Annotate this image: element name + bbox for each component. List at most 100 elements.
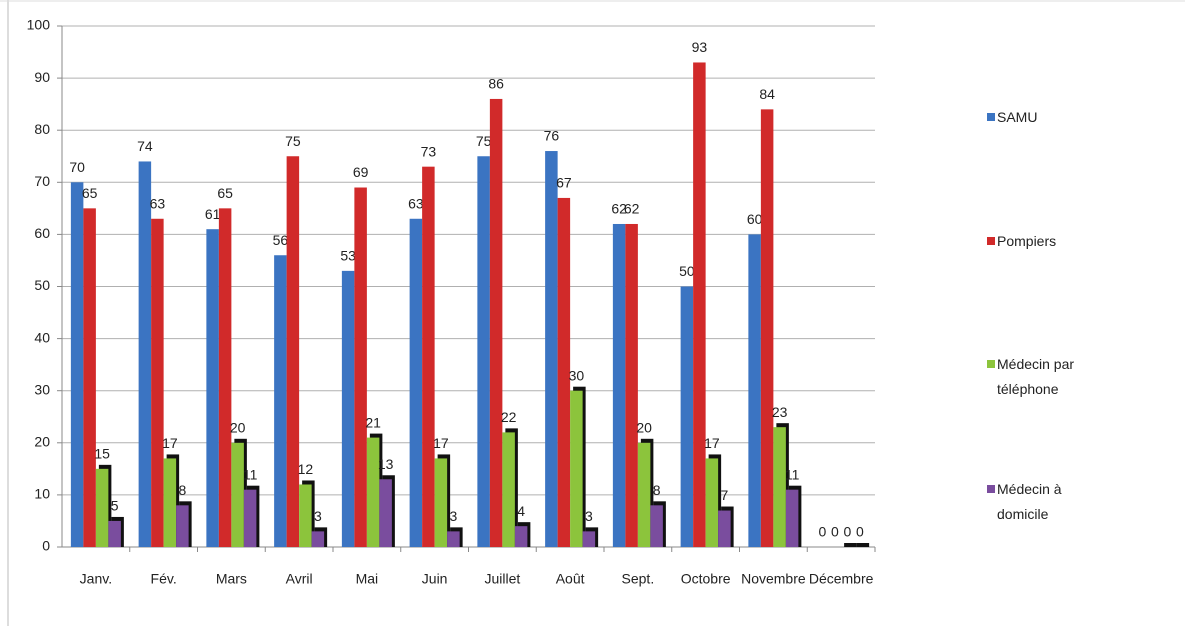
y-tick-label: 100 bbox=[27, 17, 51, 33]
data-label: 20 bbox=[636, 420, 652, 436]
y-tick-label: 40 bbox=[34, 329, 50, 345]
legend-label: Médecin par téléphone bbox=[997, 356, 1075, 397]
x-tick-label: Août bbox=[556, 571, 585, 587]
data-label: 0 bbox=[843, 524, 851, 540]
data-label: 8 bbox=[178, 482, 186, 498]
bar bbox=[625, 223, 638, 548]
y-tick-label: 30 bbox=[34, 381, 50, 397]
data-label: 5 bbox=[111, 498, 119, 514]
legend-label: Pompiers bbox=[997, 233, 1057, 249]
bar bbox=[650, 505, 663, 547]
bar bbox=[83, 208, 96, 547]
bar bbox=[582, 531, 596, 547]
x-tick-label: Juillet bbox=[484, 571, 520, 587]
y-tick-label: 70 bbox=[34, 173, 50, 189]
legend-entry: Pompiers bbox=[987, 229, 1107, 254]
x-tick-label: Avril bbox=[286, 571, 313, 587]
data-label: 21 bbox=[365, 414, 381, 430]
legend-entry: Médecin par téléphone bbox=[987, 352, 1107, 402]
data-label: 11 bbox=[243, 466, 258, 482]
bar bbox=[693, 62, 706, 547]
x-tick-label: Fév. bbox=[151, 571, 177, 587]
bar bbox=[231, 442, 244, 547]
bar bbox=[379, 479, 392, 547]
legend-swatch bbox=[987, 485, 995, 493]
bar bbox=[545, 151, 558, 548]
data-label: 30 bbox=[569, 367, 585, 383]
x-tick-label: Octobre bbox=[681, 571, 731, 587]
x-tick-label: Sept. bbox=[622, 571, 655, 587]
bar bbox=[354, 187, 367, 547]
bar bbox=[176, 505, 189, 547]
x-tick-label: Décembre bbox=[809, 571, 874, 587]
data-label: 86 bbox=[488, 76, 504, 92]
bar bbox=[163, 458, 177, 547]
data-label: 17 bbox=[162, 435, 178, 451]
x-tick-label: Mars bbox=[216, 571, 247, 587]
legend-entry: Médecin à domicile bbox=[987, 477, 1107, 527]
data-label: 20 bbox=[230, 420, 246, 436]
bar bbox=[612, 223, 626, 548]
data-label: 3 bbox=[449, 508, 457, 524]
data-label: 62 bbox=[611, 201, 627, 217]
data-label: 0 bbox=[856, 524, 864, 540]
data-label: 75 bbox=[285, 133, 301, 149]
data-label: 84 bbox=[759, 86, 775, 102]
bar bbox=[637, 442, 651, 547]
data-label: 63 bbox=[408, 195, 424, 211]
data-label: 22 bbox=[501, 409, 517, 425]
bar bbox=[70, 182, 84, 548]
bar bbox=[138, 161, 152, 547]
legend-swatch bbox=[987, 237, 995, 245]
data-label: 60 bbox=[747, 211, 763, 227]
bar bbox=[434, 458, 448, 547]
data-label: 4 bbox=[517, 503, 525, 519]
data-label: 70 bbox=[69, 159, 85, 175]
data-label: 56 bbox=[273, 232, 289, 248]
legend-entry: SAMU bbox=[987, 105, 1107, 130]
bar bbox=[108, 520, 121, 547]
data-label: 3 bbox=[314, 508, 322, 524]
data-label: 61 bbox=[205, 206, 221, 222]
data-label: 63 bbox=[150, 195, 166, 211]
y-tick-label: 60 bbox=[34, 225, 50, 241]
data-label: 65 bbox=[217, 185, 233, 201]
data-label: 62 bbox=[624, 201, 640, 217]
legend-label: Médecin à domicile bbox=[997, 481, 1062, 522]
y-tick-label: 20 bbox=[34, 434, 50, 450]
data-label: 69 bbox=[353, 164, 369, 180]
data-label: 3 bbox=[585, 508, 593, 524]
x-tick-label: Juin bbox=[422, 571, 448, 587]
x-tick-label: Novembre bbox=[741, 571, 806, 587]
bar bbox=[299, 484, 312, 547]
bar bbox=[274, 255, 287, 548]
data-label: 11 bbox=[785, 466, 800, 482]
data-label: 7 bbox=[720, 487, 728, 503]
bar bbox=[409, 218, 423, 547]
data-label: 23 bbox=[772, 404, 788, 420]
bar-shadow bbox=[856, 543, 870, 547]
bar bbox=[206, 229, 219, 547]
bar bbox=[514, 526, 528, 547]
bar bbox=[311, 531, 325, 547]
legend-swatch bbox=[987, 113, 995, 121]
data-label: 0 bbox=[831, 524, 839, 540]
data-label: 67 bbox=[556, 175, 572, 191]
data-label: 0 bbox=[818, 524, 826, 540]
data-label: 15 bbox=[94, 446, 110, 462]
y-tick-label: 80 bbox=[34, 121, 50, 137]
y-tick-label: 0 bbox=[42, 538, 50, 554]
legend-swatch bbox=[987, 360, 995, 368]
data-label: 13 bbox=[378, 456, 394, 472]
bar bbox=[243, 489, 257, 547]
bar bbox=[570, 390, 583, 547]
bar bbox=[286, 156, 300, 547]
data-label: 17 bbox=[433, 435, 449, 451]
bar bbox=[218, 208, 232, 547]
bar bbox=[489, 98, 503, 547]
bar bbox=[718, 510, 731, 547]
bar bbox=[760, 109, 774, 548]
data-label: 50 bbox=[679, 263, 695, 279]
x-tick-label: Janv. bbox=[80, 571, 112, 587]
